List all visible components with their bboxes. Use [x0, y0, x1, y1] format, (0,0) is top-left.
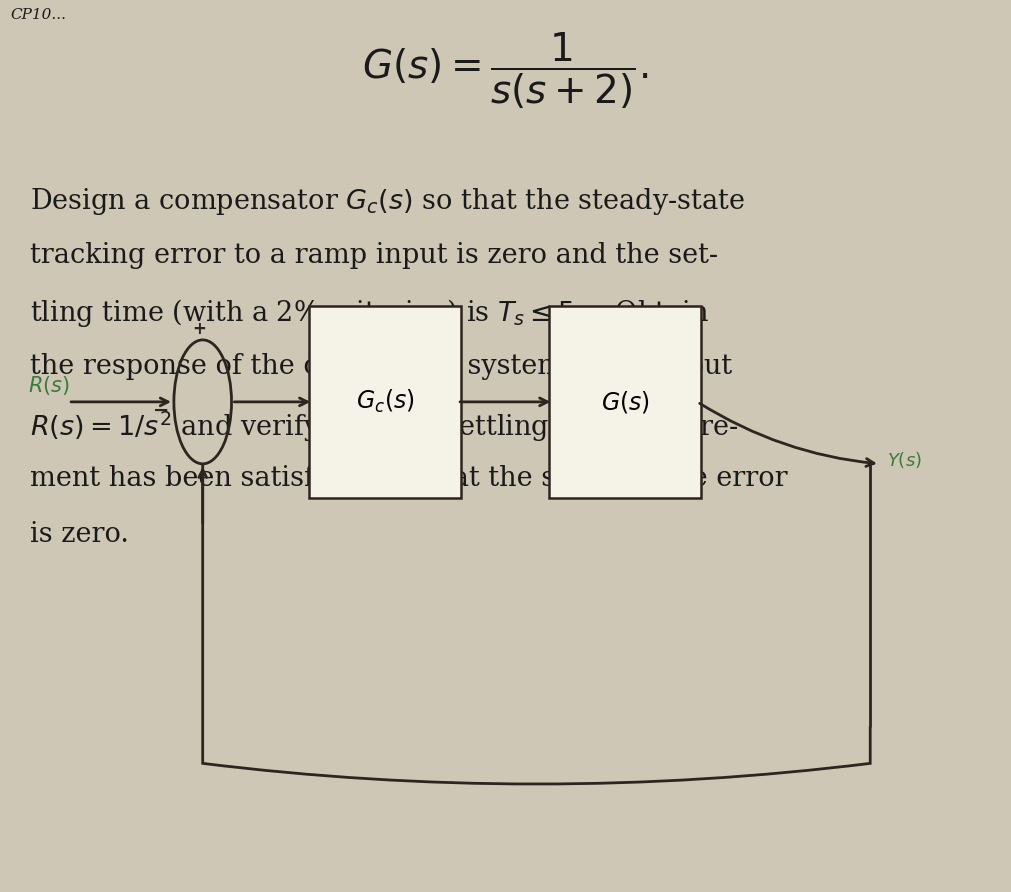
- FancyBboxPatch shape: [549, 306, 702, 498]
- Text: −: −: [153, 401, 169, 419]
- Text: $R(s)$: $R(s)$: [28, 374, 70, 397]
- Text: $Y(s)$: $Y(s)$: [887, 450, 921, 470]
- Text: +: +: [192, 320, 206, 338]
- Text: the response of the closed-loop system to the input: the response of the closed-loop system t…: [30, 353, 732, 380]
- Text: tling time (with a 2% criterion) is $T_s \leq 5$ s. Obtain: tling time (with a 2% criterion) is $T_s…: [30, 297, 710, 329]
- Text: ment has been satisfied and that the steady-state error: ment has been satisfied and that the ste…: [30, 466, 788, 492]
- Text: $R(s) = 1/s^2$ and verify that the settling time require-: $R(s) = 1/s^2$ and verify that the settl…: [30, 409, 739, 444]
- Text: $G_c(s)$: $G_c(s)$: [356, 388, 415, 416]
- Text: Design a compensator $G_c(s)$ so that the steady-state: Design a compensator $G_c(s)$ so that th…: [30, 186, 745, 217]
- Text: $G(s)$: $G(s)$: [601, 389, 650, 415]
- Text: is zero.: is zero.: [30, 521, 129, 549]
- Text: CP10...: CP10...: [10, 8, 66, 21]
- Text: $G(s) = \dfrac{1}{s(s + 2)}.$: $G(s) = \dfrac{1}{s(s + 2)}.$: [362, 31, 649, 112]
- FancyBboxPatch shape: [309, 306, 461, 498]
- Text: tracking error to a ramp input is zero and the set-: tracking error to a ramp input is zero a…: [30, 242, 719, 268]
